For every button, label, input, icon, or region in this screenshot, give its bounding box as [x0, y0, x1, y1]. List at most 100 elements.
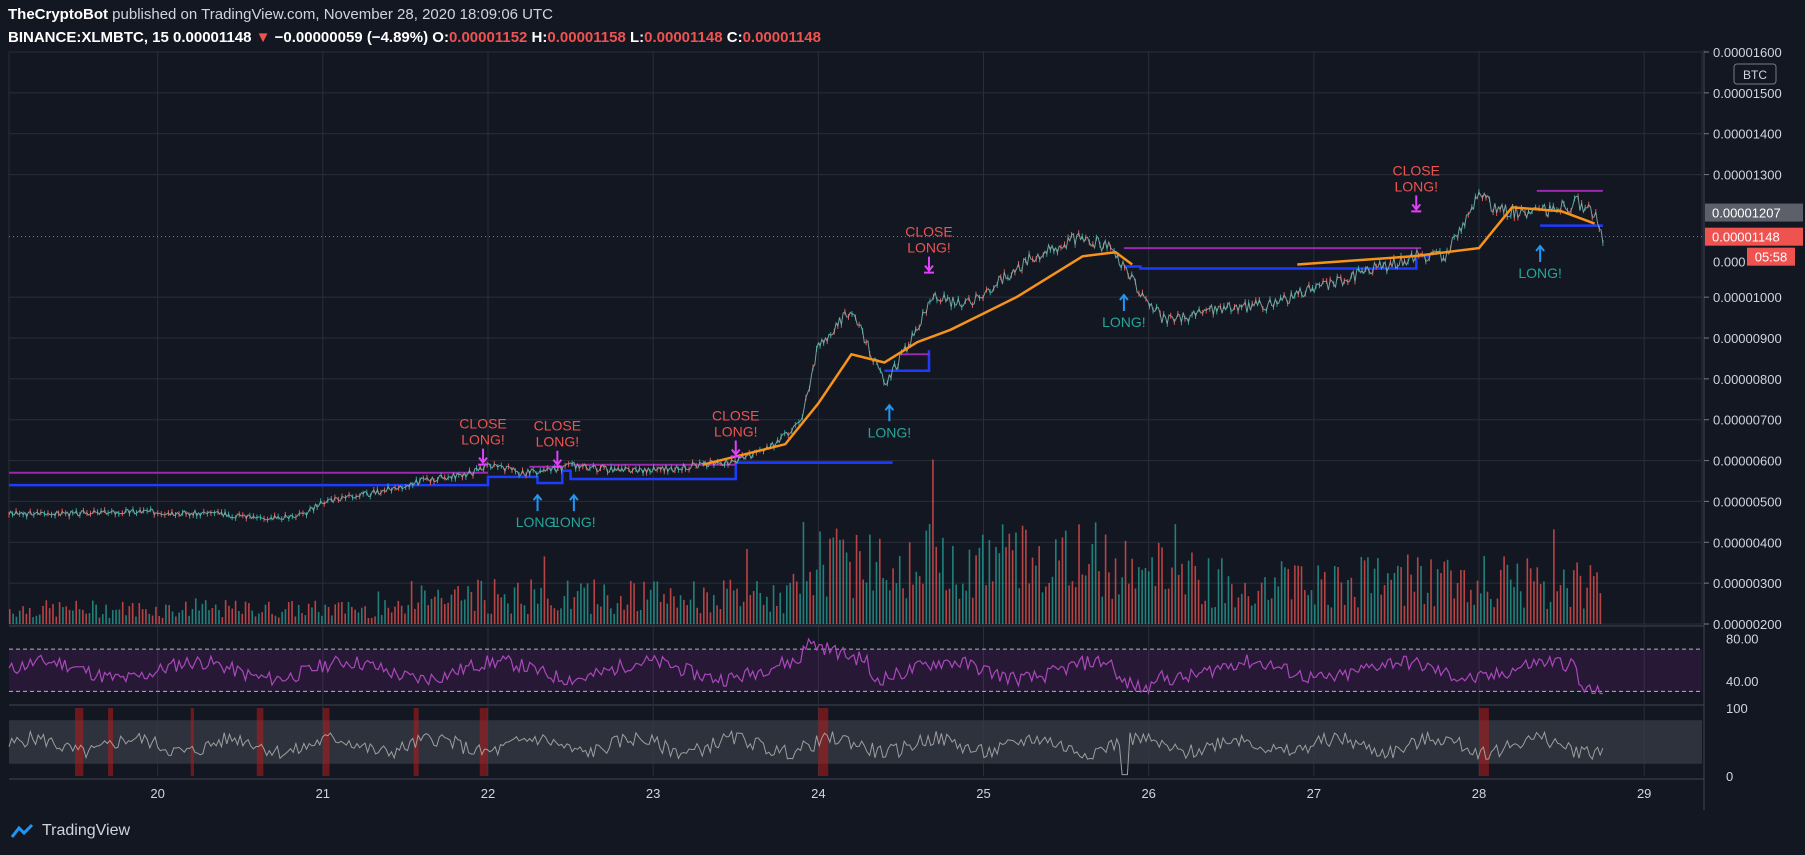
volume-bar: [766, 596, 768, 624]
volume-bar: [277, 617, 280, 624]
volume-bar: [135, 616, 137, 624]
volume-bar: [699, 613, 702, 624]
volume-bar: [1074, 587, 1077, 624]
long-arrow-icon: [1119, 293, 1129, 311]
volume-bar: [324, 604, 327, 624]
volume-bar: [1088, 564, 1090, 624]
volume-bar: [649, 589, 652, 624]
volume-bar: [1071, 581, 1074, 624]
volume-bar: [1061, 537, 1064, 624]
volume-bar: [367, 617, 370, 624]
volume-bar: [1413, 591, 1416, 624]
author-name[interactable]: TheCryptoBot: [8, 6, 108, 23]
volume-bar: [473, 610, 476, 624]
volume-bar: [101, 614, 104, 624]
volume-bar: [1523, 607, 1525, 624]
volume-bar: [1078, 524, 1080, 624]
countdown-tag: [1747, 247, 1795, 266]
volume-bar: [1503, 556, 1505, 624]
volume-bar: [1310, 590, 1313, 624]
volume-bar: [457, 586, 459, 624]
volume-bar: [991, 581, 994, 624]
volume-bar: [583, 587, 586, 624]
volume-bar: [888, 590, 891, 624]
volume-bar: [1204, 600, 1207, 624]
volume-bar: [1041, 592, 1044, 624]
volume-bar: [829, 538, 831, 624]
volume-bar: [208, 610, 210, 624]
volume-bar: [1599, 593, 1602, 624]
volume-bar: [244, 601, 247, 624]
volume-bar: [1151, 557, 1153, 624]
volume-bar: [168, 605, 170, 624]
volume-bar: [779, 592, 781, 624]
volume-bar: [1254, 603, 1256, 624]
close-arrow-icon: [730, 440, 741, 458]
volume-bar: [995, 546, 997, 624]
volume-bar: [1460, 569, 1462, 624]
volume-bar: [805, 581, 808, 624]
volume-bar: [1101, 596, 1104, 624]
volume-bar: [530, 579, 532, 624]
volume-bar: [111, 610, 114, 624]
volume-bar: [121, 601, 124, 624]
volume-bar: [736, 588, 738, 624]
volume-bar: [925, 530, 928, 624]
volume-bar: [380, 614, 383, 624]
volume-bar: [1327, 604, 1329, 624]
volume-bar: [1054, 539, 1057, 624]
volume-bar: [590, 613, 592, 624]
volume-bar: [1546, 608, 1549, 624]
currency-label: BTC: [1743, 68, 1767, 82]
symbol-name[interactable]: BINANCE:XLMBTC, 15: [8, 29, 169, 46]
volume-bar: [1174, 524, 1177, 624]
volume-bar: [696, 607, 698, 624]
volume-bar: [722, 580, 725, 624]
close-arrow-icon: [924, 256, 935, 274]
volume-bar: [872, 590, 874, 624]
x-tick-label: 20: [150, 786, 164, 801]
volume-bar: [1028, 583, 1031, 624]
volume-bar: [1094, 522, 1097, 624]
volume-bar: [254, 616, 257, 624]
volume-bar: [1197, 579, 1200, 624]
tradingview-logo[interactable]: TradingView: [10, 822, 130, 840]
volume-bar: [1001, 524, 1004, 624]
volume-bar: [274, 615, 277, 624]
volume-bar: [636, 611, 639, 624]
volume-bar: [759, 592, 762, 624]
volume-bar: [1509, 579, 1512, 624]
volume-bar: [400, 605, 403, 624]
volume-bar: [1440, 573, 1442, 624]
volume-bar: [1227, 576, 1230, 624]
volume-bar: [1161, 547, 1163, 624]
x-tick-label: 22: [481, 786, 495, 801]
volume-bar: [1516, 563, 1519, 624]
volume-bar: [613, 613, 615, 624]
volume-bar: [1104, 534, 1107, 624]
volume-bar: [218, 610, 220, 624]
volume-bar: [507, 603, 509, 624]
volume-bar: [988, 540, 991, 624]
volume-bar: [839, 539, 841, 624]
x-tick-label: 24: [811, 786, 825, 801]
volume-bar: [1443, 561, 1446, 624]
volume-bar: [1426, 592, 1429, 624]
volume-bar: [1513, 587, 1515, 624]
close-label: C:: [726, 29, 743, 46]
volume-bar: [12, 613, 14, 624]
volume-bar: [175, 616, 177, 624]
volume-bar: [281, 611, 283, 624]
volume-bar: [942, 537, 944, 624]
volume-bar: [360, 607, 363, 624]
volume-bar: [1211, 607, 1213, 624]
volume-bar: [1287, 568, 1290, 624]
volume-bar: [85, 613, 87, 624]
volume-bar: [341, 602, 343, 624]
volume-bar: [1118, 594, 1120, 624]
volume-bar: [1035, 565, 1037, 624]
volume-bar: [1154, 585, 1157, 624]
publish-header: TheCryptoBot published on TradingView.co…: [8, 6, 553, 23]
volume-bar: [1493, 607, 1495, 624]
